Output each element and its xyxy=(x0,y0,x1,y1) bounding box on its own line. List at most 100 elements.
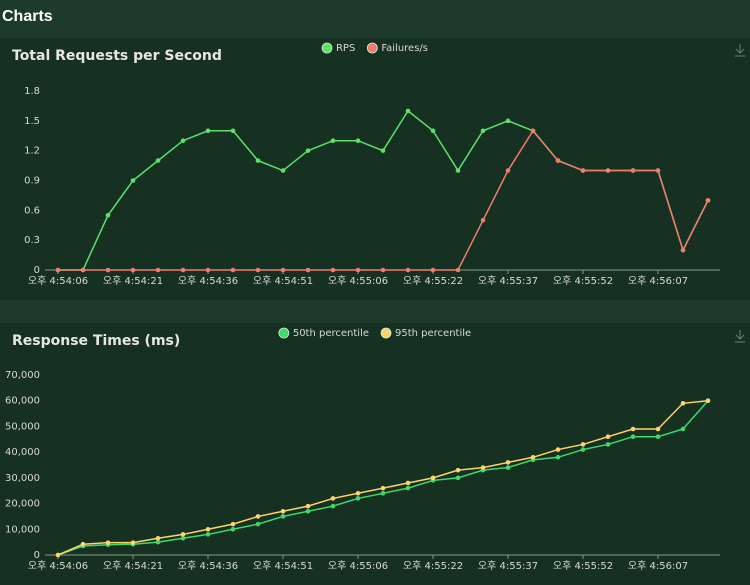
data-point xyxy=(655,168,661,173)
y-tick-label: 1.8 xyxy=(24,86,40,97)
data-point xyxy=(305,503,311,509)
data-point xyxy=(130,178,136,183)
data-point xyxy=(105,540,111,545)
data-point xyxy=(230,526,236,532)
data-point xyxy=(480,217,486,223)
data-point xyxy=(280,267,286,273)
x-tick-label: 오후 4:54:51 xyxy=(253,275,313,287)
panel xyxy=(0,38,750,300)
data-point xyxy=(430,475,436,481)
data-point xyxy=(305,508,311,514)
data-point xyxy=(305,267,311,273)
data-point xyxy=(505,168,511,173)
data-point xyxy=(180,267,186,273)
legend-label: 50th percentile xyxy=(293,328,369,339)
y-tick-label: 1.5 xyxy=(24,116,40,127)
data-point xyxy=(105,267,111,273)
y-tick-label: 70,000 xyxy=(5,370,40,381)
y-tick-label: 0.3 xyxy=(24,235,40,246)
data-point xyxy=(455,168,461,173)
data-point xyxy=(80,267,86,273)
data-point xyxy=(230,521,236,527)
data-point xyxy=(405,480,411,486)
data-point xyxy=(655,426,661,432)
x-tick-label: 오후 4:55:52 xyxy=(553,560,613,572)
data-point xyxy=(580,168,586,173)
data-point xyxy=(80,541,86,547)
y-tick-label: 40,000 xyxy=(5,447,40,458)
x-tick-label: 오후 4:54:06 xyxy=(28,275,88,287)
chart-title: Total Requests per Second xyxy=(12,48,222,64)
data-point xyxy=(205,532,211,537)
data-point xyxy=(355,138,361,144)
data-point xyxy=(180,138,186,144)
data-point xyxy=(355,267,361,273)
data-point xyxy=(705,398,711,404)
data-point xyxy=(380,148,386,153)
data-point xyxy=(505,465,511,470)
legend-marker xyxy=(366,42,378,54)
data-point xyxy=(555,454,561,460)
legend-marker xyxy=(380,327,392,339)
data-point xyxy=(55,552,61,558)
data-point xyxy=(330,496,336,501)
y-tick-label: 1.2 xyxy=(24,146,40,157)
y-tick-label: 0.6 xyxy=(24,205,40,216)
data-point xyxy=(255,267,261,273)
data-point xyxy=(405,267,411,273)
data-point xyxy=(705,198,711,203)
data-point xyxy=(380,267,386,273)
data-point xyxy=(180,535,186,541)
data-point xyxy=(480,465,486,470)
y-tick-label: 0 xyxy=(34,265,40,276)
data-point xyxy=(630,426,636,432)
data-point xyxy=(555,447,561,452)
data-point xyxy=(155,267,161,273)
data-point xyxy=(655,434,661,440)
data-point xyxy=(355,496,361,501)
legend-marker xyxy=(278,327,290,339)
x-tick-label: 오후 4:56:07 xyxy=(628,560,688,572)
data-point xyxy=(505,460,511,465)
data-point xyxy=(330,138,336,144)
y-tick-label: 0.9 xyxy=(24,176,40,187)
y-tick-label: 50,000 xyxy=(5,421,40,432)
page-header: Charts xyxy=(2,8,53,25)
data-point xyxy=(280,514,286,519)
data-point xyxy=(680,247,686,253)
data-point xyxy=(330,503,336,509)
data-point xyxy=(130,267,136,273)
x-tick-label: 오후 4:55:22 xyxy=(403,275,463,287)
x-tick-label: 오후 4:55:37 xyxy=(478,560,538,572)
y-tick-label: 60,000 xyxy=(5,396,40,407)
legend-label: 95th percentile xyxy=(395,328,471,339)
chart-title: Response Times (ms) xyxy=(12,333,180,349)
data-point xyxy=(105,213,111,218)
data-point xyxy=(180,532,186,537)
data-point xyxy=(380,490,386,496)
x-tick-label: 오후 4:55:06 xyxy=(328,560,388,572)
y-tick-label: 30,000 xyxy=(5,473,40,484)
data-point xyxy=(355,490,361,496)
data-point xyxy=(680,400,686,406)
data-point xyxy=(630,434,636,440)
data-point xyxy=(255,521,261,527)
y-tick-label: 10,000 xyxy=(5,524,40,535)
data-point xyxy=(55,267,61,273)
data-point xyxy=(630,168,636,173)
data-point xyxy=(230,128,236,134)
data-point xyxy=(455,475,461,481)
download-icon[interactable] xyxy=(735,330,745,343)
data-point xyxy=(530,454,536,460)
data-point xyxy=(155,539,161,545)
x-tick-label: 오후 4:55:37 xyxy=(478,275,538,287)
panel xyxy=(0,323,750,585)
data-point xyxy=(405,485,411,491)
data-point xyxy=(155,535,161,541)
data-point xyxy=(530,128,536,134)
x-tick-label: 오후 4:55:52 xyxy=(553,275,613,287)
data-point xyxy=(405,108,411,114)
x-tick-label: 오후 4:54:51 xyxy=(253,560,313,572)
download-icon[interactable] xyxy=(735,44,745,57)
